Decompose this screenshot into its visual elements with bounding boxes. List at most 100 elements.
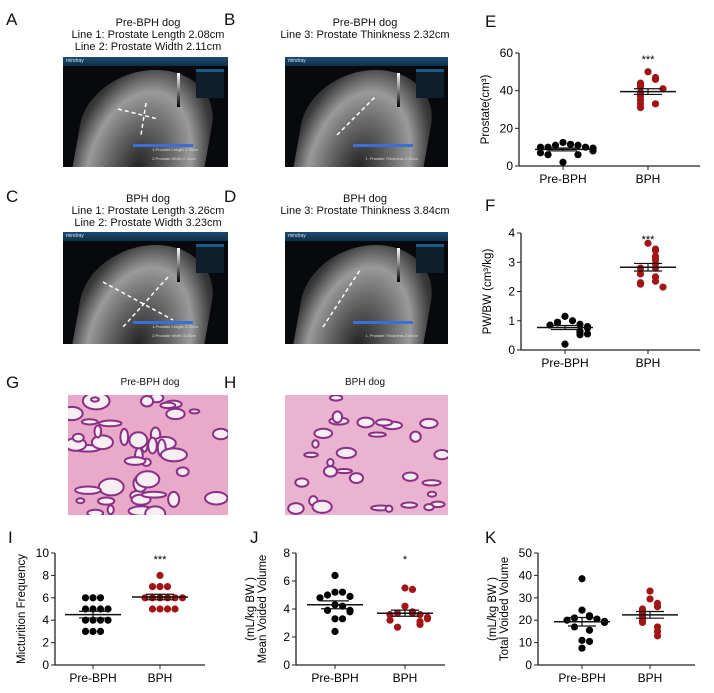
data-point bbox=[646, 587, 654, 595]
title-c-line1: Line 1: Prostate Length 3.26cm bbox=[71, 205, 225, 217]
x-tick-label: BPH bbox=[148, 671, 173, 685]
data-point bbox=[636, 264, 645, 272]
panel-label-b: B bbox=[224, 10, 236, 29]
data-point bbox=[659, 283, 667, 291]
gland bbox=[311, 499, 333, 514]
measurement-1: 1.Prostate Length 2.08cm bbox=[152, 147, 198, 152]
ultrasound-image-a: mindray 1.Prostate Length 2.08cm 2.Prosta… bbox=[63, 57, 228, 167]
gland bbox=[188, 408, 201, 415]
gland bbox=[311, 439, 320, 449]
x-tick-label: Pre-BPH bbox=[539, 172, 586, 186]
data-point bbox=[156, 605, 164, 613]
data-point bbox=[331, 615, 339, 623]
gland bbox=[212, 427, 228, 441]
gland bbox=[90, 396, 100, 403]
gland bbox=[165, 407, 186, 421]
y-tick-label: 20 bbox=[519, 613, 533, 627]
measurement-1: 1. Prostate Thickness 3.84cm bbox=[365, 333, 418, 338]
data-point bbox=[346, 608, 354, 616]
x-tick-label: BPH bbox=[636, 172, 661, 186]
ultrasound-image-d: mindray 1. Prostate Thickness 3.84cm bbox=[285, 232, 448, 344]
title-d: BPH dog Line 3: Prostate Thinkness 3.84c… bbox=[280, 193, 449, 217]
panel-label-j: J bbox=[250, 528, 259, 547]
y-tick-label: 2 bbox=[508, 285, 515, 299]
title-b-heading: Pre-BPH dog bbox=[332, 17, 398, 29]
data-point bbox=[81, 627, 90, 636]
data-point bbox=[163, 605, 172, 613]
data-point bbox=[163, 583, 172, 591]
chart-k: 0 10 20 30 40 50 Pre-BPH BPH Total Voided Volume… bbox=[487, 546, 695, 685]
panel-label-d: D bbox=[224, 187, 237, 206]
gland bbox=[74, 485, 102, 495]
x-tick-label: Pre-BPH bbox=[541, 356, 588, 370]
data-point bbox=[96, 594, 105, 602]
data-point bbox=[585, 613, 594, 621]
gland bbox=[204, 491, 228, 506]
panel-label-c: C bbox=[6, 187, 19, 206]
data-point bbox=[636, 104, 645, 112]
data-point bbox=[148, 605, 157, 613]
data-point bbox=[346, 592, 354, 601]
gland bbox=[144, 505, 167, 515]
gland bbox=[98, 419, 123, 428]
gland bbox=[71, 432, 85, 443]
gland bbox=[128, 431, 149, 450]
gland bbox=[335, 446, 358, 459]
title-d-heading: BPH dog bbox=[342, 193, 388, 205]
gland bbox=[147, 436, 158, 455]
y-tick-label: 0 bbox=[42, 658, 49, 672]
data-point bbox=[561, 312, 569, 320]
x-tick-label: BPH bbox=[393, 671, 418, 685]
data-point bbox=[81, 594, 90, 602]
gland bbox=[119, 427, 130, 447]
data-point bbox=[574, 151, 582, 159]
x-tick-label: Pre-BPH bbox=[311, 671, 358, 685]
data-point bbox=[651, 75, 660, 83]
y-tick-label: 4 bbox=[42, 613, 49, 627]
data-point bbox=[585, 626, 594, 634]
data-point bbox=[416, 611, 424, 619]
data-point bbox=[651, 246, 660, 255]
gland bbox=[374, 418, 394, 427]
chart-e: 0 20 40 60 Pre-BPH BPH Prostate(cm³) *** bbox=[480, 46, 700, 186]
data-point bbox=[570, 623, 579, 631]
data-point bbox=[574, 141, 582, 149]
gland bbox=[86, 508, 105, 515]
data-point bbox=[89, 627, 97, 636]
data-point bbox=[423, 615, 432, 623]
data-point bbox=[156, 583, 164, 591]
gland bbox=[75, 497, 86, 505]
gland bbox=[419, 417, 439, 429]
gland bbox=[356, 416, 375, 429]
significance-marker: *** bbox=[642, 234, 656, 246]
title-a-heading: Pre-BPH dog bbox=[115, 17, 181, 29]
gland bbox=[167, 490, 181, 508]
panel-label-i: I bbox=[8, 528, 13, 547]
y-tick-label: 30 bbox=[519, 591, 533, 605]
data-point bbox=[331, 627, 339, 636]
y-axis-label: PW/BW (cm³/kg) bbox=[482, 249, 494, 335]
data-point bbox=[156, 571, 164, 580]
data-point bbox=[401, 584, 409, 592]
panel-label-a: A bbox=[6, 10, 18, 29]
gland bbox=[322, 465, 338, 478]
title-h: BPH dog bbox=[344, 377, 386, 388]
data-point bbox=[323, 591, 332, 599]
title-a-line1: Line 1: Prostate Length 2.08cm bbox=[71, 29, 225, 41]
title-b-line1: Line 3: Prostate Thinkness 2.32cm bbox=[280, 29, 450, 41]
title-c: BPH dog Line 1: Prostate Length 3.26cm L… bbox=[72, 193, 225, 229]
gland bbox=[97, 496, 116, 506]
data-point bbox=[536, 149, 545, 157]
histology-image-pre-bph bbox=[68, 395, 228, 515]
panel-label-h: H bbox=[224, 373, 237, 392]
chart-j: 0 2 4 6 8 Pre-BPH BPH Mean Voided Volume(mL/kg … bbox=[245, 546, 445, 685]
data-point bbox=[576, 331, 584, 339]
data-point bbox=[551, 141, 560, 149]
data-point bbox=[638, 618, 647, 627]
data-point bbox=[401, 602, 409, 610]
y-axis-label: (mL/kg BW ) bbox=[245, 577, 257, 641]
title-b: Pre-BPH dog Line 3: Prostate Thinkness 2… bbox=[280, 17, 449, 41]
measurement-2: 2.Prostate Width 2.11cm bbox=[152, 156, 196, 161]
y-tick-label: 20 bbox=[500, 121, 514, 135]
